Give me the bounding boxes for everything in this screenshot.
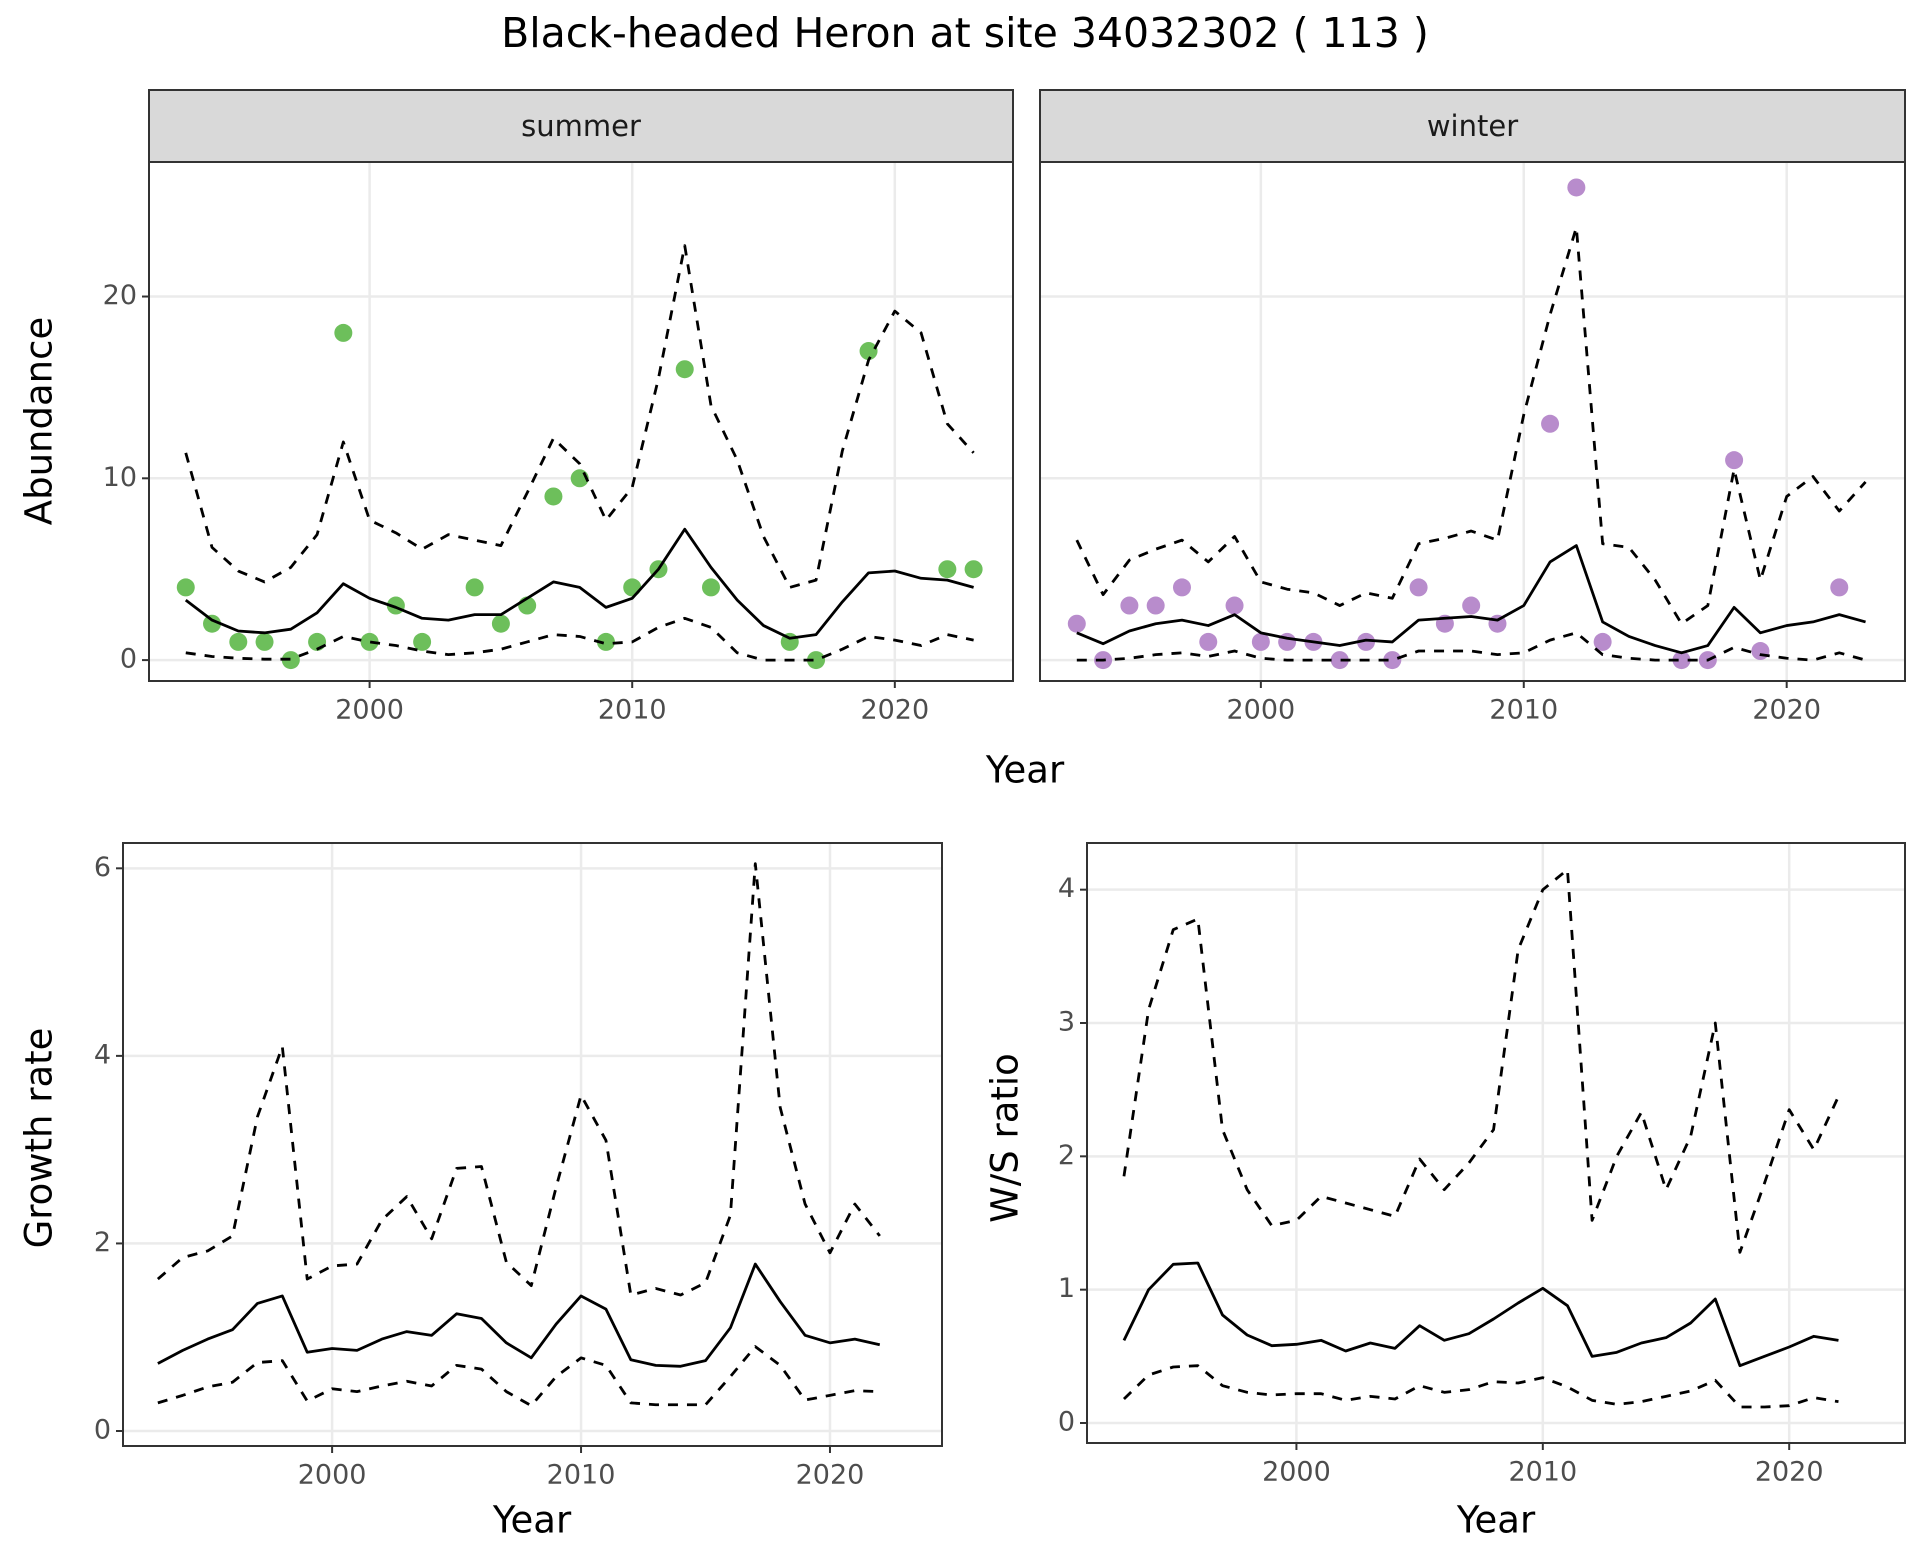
- interval-line: [185, 616, 974, 662]
- x-tick-label: 2000: [1226, 695, 1295, 726]
- y-tick-label: 3: [1058, 1007, 1075, 1038]
- y-tick-label: 20: [103, 280, 137, 311]
- point: [859, 342, 878, 361]
- point: [675, 360, 694, 379]
- panel-background: [123, 843, 942, 1446]
- point: [1357, 632, 1376, 651]
- point: [203, 614, 222, 633]
- point: [1383, 651, 1402, 670]
- x-tick-label: 2010: [598, 695, 667, 726]
- x-axis-title: Year: [985, 749, 1065, 792]
- point: [1751, 642, 1770, 661]
- point: [701, 578, 720, 597]
- mean-line: [1076, 544, 1866, 655]
- point: [1541, 414, 1560, 433]
- interval-line: [1122, 868, 1840, 1254]
- x-tick-label: 2020: [1752, 695, 1821, 726]
- interval-line: [184, 244, 975, 589]
- point: [229, 632, 248, 651]
- point: [1330, 651, 1349, 670]
- x-tick-label: 2000: [1262, 1457, 1331, 1488]
- y-tick-label: 10: [103, 462, 137, 493]
- x-axis-title: Year: [1456, 1499, 1536, 1542]
- mean-line: [184, 527, 974, 640]
- point: [334, 323, 353, 342]
- facet-label: summer: [521, 109, 641, 143]
- point: [544, 487, 563, 506]
- facet-label: winter: [1427, 109, 1518, 143]
- y-tick-label: 4: [94, 1039, 111, 1070]
- x-tick-label: 2010: [1508, 1457, 1577, 1488]
- panel-background: [1087, 843, 1905, 1443]
- interval-line: [157, 1345, 880, 1408]
- interval-line: [1122, 1364, 1839, 1409]
- point: [1120, 596, 1139, 615]
- y-tick-label: 2: [1058, 1140, 1075, 1171]
- point: [360, 632, 379, 651]
- x-tick-label: 2000: [298, 1460, 367, 1491]
- point: [1830, 578, 1849, 597]
- point: [1462, 596, 1481, 615]
- facet-strip: [148, 89, 1014, 163]
- x-tick-label: 2000: [335, 695, 404, 726]
- x-tick-label: 2010: [547, 1460, 616, 1491]
- point: [964, 560, 983, 579]
- y-tick-label: 0: [94, 1414, 111, 1445]
- x-tick-label: 2020: [1755, 1457, 1824, 1488]
- y-axis-title: W/S ratio: [984, 1053, 1027, 1223]
- x-tick-label: 2010: [1489, 695, 1558, 726]
- x-tick-label: 2020: [796, 1460, 865, 1491]
- point: [1199, 632, 1218, 651]
- panel-border: [122, 842, 943, 1447]
- y-tick-label: 2: [94, 1227, 111, 1258]
- point: [1067, 614, 1086, 633]
- y-tick-label: 6: [94, 852, 111, 883]
- point: [1172, 578, 1191, 597]
- point: [413, 632, 432, 651]
- point: [938, 560, 957, 579]
- point: [807, 651, 826, 670]
- panel-border: [1086, 842, 1906, 1444]
- point: [596, 632, 615, 651]
- mean-line: [1122, 1261, 1839, 1368]
- point: [1146, 596, 1165, 615]
- y-axis-title: Growth rate: [18, 1028, 61, 1249]
- y-tick-label: 4: [1058, 873, 1075, 904]
- point: [281, 651, 300, 670]
- point: [255, 632, 274, 651]
- y-axis-title: Abundance: [18, 317, 61, 525]
- point: [1409, 578, 1428, 597]
- point: [623, 578, 642, 597]
- point: [1225, 596, 1244, 615]
- interval-line: [156, 862, 881, 1297]
- interval-line: [1075, 226, 1867, 626]
- facet-strip: [1039, 89, 1906, 163]
- figure-title: Black-headed Heron at site 34032302 ( 11…: [501, 9, 1429, 57]
- point: [1672, 651, 1691, 670]
- point: [1725, 451, 1744, 470]
- point: [1593, 632, 1612, 651]
- point: [1567, 178, 1586, 197]
- y-tick-label: 0: [120, 644, 137, 675]
- x-axis-title: Year: [492, 1499, 572, 1542]
- y-tick-label: 1: [1058, 1273, 1075, 1304]
- x-tick-label: 2020: [860, 695, 929, 726]
- point: [491, 614, 510, 633]
- mean-line: [157, 1262, 881, 1368]
- panel-background: [149, 162, 1013, 681]
- point: [176, 578, 195, 597]
- point: [1251, 632, 1270, 651]
- y-tick-label: 0: [1058, 1407, 1075, 1438]
- point: [465, 578, 484, 597]
